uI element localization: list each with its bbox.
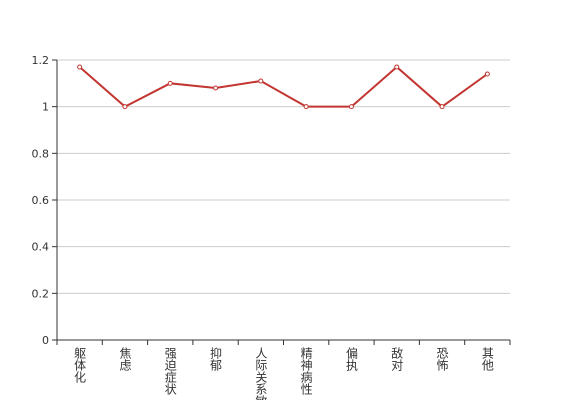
x-tick-label: 强迫症状 <box>163 347 177 395</box>
point <box>484 71 490 77</box>
point <box>439 104 445 110</box>
point <box>167 80 173 86</box>
y-tick-label: 0 <box>42 334 49 347</box>
y-tick-label: 1.2 <box>32 54 50 67</box>
point <box>122 104 128 110</box>
point <box>394 64 400 70</box>
x-tick-label: 焦虑 <box>118 347 132 371</box>
y-tick-label: 0.8 <box>32 147 50 160</box>
x-tick-label: 敌对 <box>390 346 404 371</box>
x-tick-label: 精神病性 <box>299 347 313 396</box>
y-tick-label: 1 <box>42 101 49 114</box>
point <box>213 85 219 91</box>
x-tick-label: 人际关系敏感 <box>254 347 268 400</box>
x-tick-label: 抑郁 <box>209 346 223 372</box>
point <box>77 64 83 70</box>
y-tick-label: 0.4 <box>32 241 50 254</box>
x-tick-label: 恐怖 <box>435 347 449 371</box>
point <box>258 78 264 84</box>
y-tick-label: 0.2 <box>32 287 50 300</box>
point <box>348 104 354 110</box>
y-tick-label: 0.6 <box>32 194 50 207</box>
line <box>78 65 488 108</box>
x-tick-label: 躯体化 <box>73 346 87 384</box>
x-tick-label: 偏执 <box>344 346 358 372</box>
x-tick-label: 其他 <box>480 347 494 371</box>
point <box>303 104 309 110</box>
